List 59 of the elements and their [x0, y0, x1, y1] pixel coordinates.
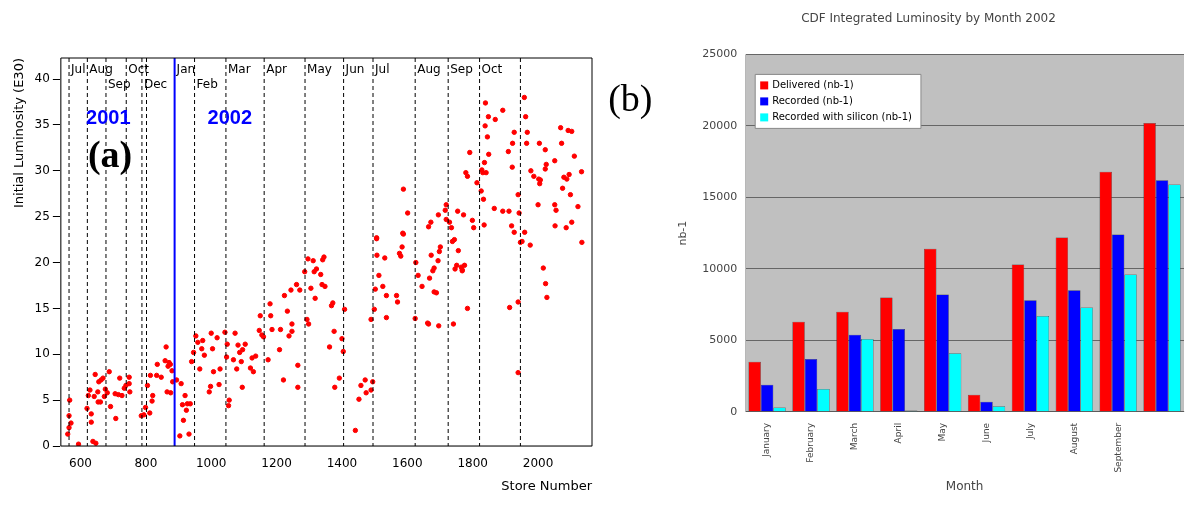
- x-tick-label: 1000: [195, 456, 227, 471]
- text: (b): [608, 77, 653, 121]
- legend-label: Delivered (nb-1): [772, 78, 854, 90]
- x-tick-label: 1200: [261, 456, 292, 471]
- legend-label: Recorded with silicon (nb-1): [772, 110, 913, 122]
- x-tick-label: August: [1068, 422, 1079, 455]
- annotation: 2001: [86, 105, 131, 128]
- y-tick-label: 30: [34, 162, 50, 177]
- y-tick-label: 5000: [709, 333, 738, 347]
- ref-line-label: Oct: [481, 62, 503, 77]
- x-tick-label: 1400: [326, 456, 358, 471]
- ref-line-label: Jul: [70, 62, 86, 77]
- x-tick-label: March: [849, 422, 860, 451]
- x-tick-label: February: [805, 422, 816, 463]
- x-tick-label: July: [1024, 422, 1035, 441]
- x-tick-label: June: [980, 422, 991, 444]
- ref-line-label: Aug: [89, 62, 113, 77]
- ref-line-label: Aug: [417, 62, 441, 77]
- ref-line-label: Oct: [128, 62, 150, 77]
- ref-line-label: May: [307, 62, 332, 77]
- annotation: (a): [87, 133, 133, 177]
- y-tick-label: 40: [34, 71, 50, 86]
- annotation: 2002: [207, 105, 253, 128]
- y-tick-label: 10000: [702, 261, 738, 275]
- y-tick-label: 5: [42, 392, 50, 407]
- ref-line-label: Jun: [344, 62, 365, 77]
- x-tick-label: 800: [134, 456, 158, 471]
- x-tick-label: April: [893, 422, 904, 444]
- x-axis-title: Store Number: [501, 477, 593, 493]
- ref-line-label: Sep: [450, 62, 473, 77]
- x-tick-label: 1800: [457, 456, 488, 471]
- y-tick-label: 20000: [702, 118, 738, 132]
- ref-line-label: Jan: [175, 62, 196, 77]
- x-tick-label: January: [761, 422, 772, 458]
- y-tick-label: 0: [42, 438, 50, 453]
- x-tick-label: May: [937, 422, 947, 442]
- ref-line-label: Mar: [227, 62, 251, 77]
- y-axis-title: nb-1: [676, 220, 690, 246]
- y-tick-label: 25: [34, 208, 50, 223]
- chart-title: CDF Integrated Luminosity by Month 2002: [801, 11, 1056, 26]
- ref-line-label: Feb: [196, 77, 218, 92]
- y-tick-label: 25000: [702, 47, 738, 61]
- legend-label: Recorded (nb-1): [772, 94, 853, 106]
- y-axis-title: Initial Luminosity (E30): [11, 58, 27, 209]
- y-tick-label: 10: [34, 346, 50, 361]
- x-tick-label: 2000: [522, 456, 554, 471]
- y-tick-label: 15: [34, 300, 50, 315]
- y-tick-label: 35: [34, 117, 50, 132]
- ref-line-label: Dec: [143, 77, 168, 92]
- ref-line-label: Jul: [374, 62, 390, 77]
- y-tick-label: 15000: [702, 190, 738, 204]
- x-tick-label: September: [1112, 422, 1123, 473]
- x-tick-label: 1600: [392, 456, 423, 471]
- y-tick-label: 20: [34, 254, 50, 269]
- x-tick-label: 600: [69, 456, 92, 471]
- ref-line-label: Sep: [107, 77, 131, 92]
- ref-line-label: Apr: [266, 62, 287, 77]
- x-axis-title: Month: [945, 478, 984, 493]
- y-tick-label: 0: [730, 404, 738, 418]
